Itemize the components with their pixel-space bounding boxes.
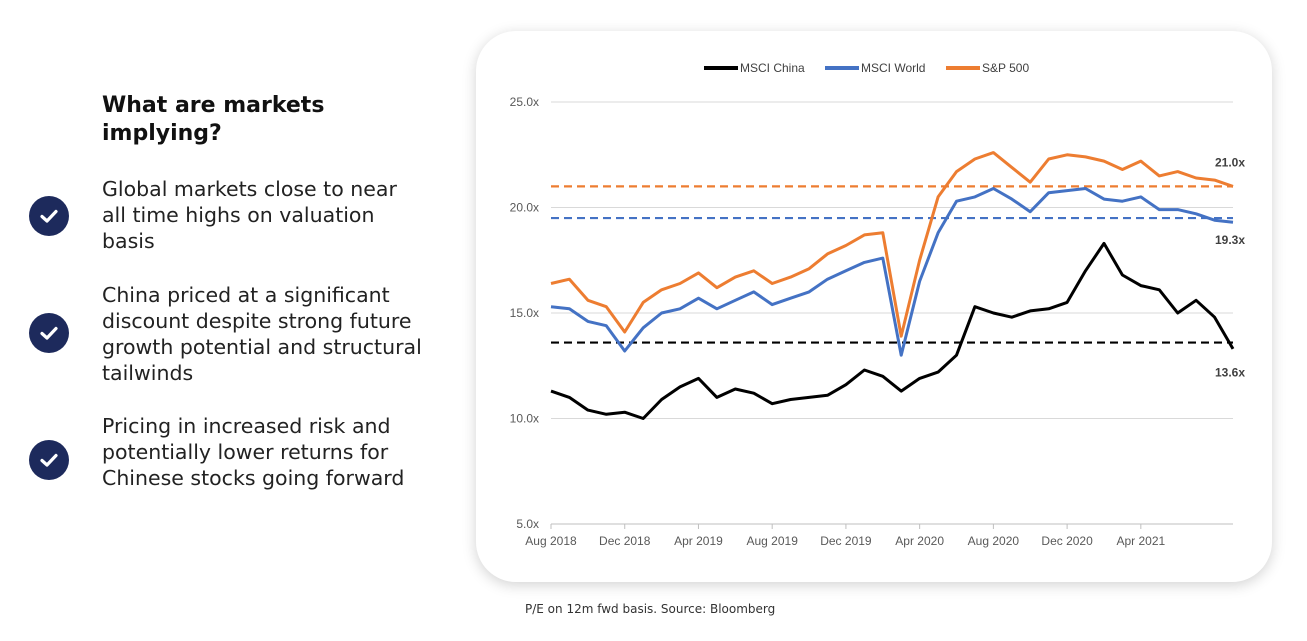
x-tick-label: Apr 2019 <box>674 534 723 548</box>
reference-lines <box>551 185 1233 344</box>
bullet-text: China priced at a significant discount d… <box>102 283 422 385</box>
legend-label: MSCI World <box>861 61 925 75</box>
legend-label: MSCI China <box>740 61 805 75</box>
series-line <box>550 151 1234 338</box>
x-tick-label: Aug 2018 <box>525 534 577 548</box>
x-tick-label: Dec 2019 <box>820 534 872 548</box>
source-note: P/E on 12m fwd basis. Source: Bloomberg <box>525 602 776 616</box>
series-lines <box>550 151 1235 420</box>
check-circle-icon <box>29 196 69 236</box>
section-heading: What are markets implying? <box>102 93 325 146</box>
left-panel: What are markets implying? Global market… <box>0 0 440 641</box>
bullet-text: Global markets close to near all time hi… <box>102 177 397 253</box>
x-tick-label: Dec 2020 <box>1041 534 1093 548</box>
x-tick-label: Apr 2020 <box>895 534 944 548</box>
series-line <box>550 241 1235 420</box>
chart-legend: MSCI China MSCI World S&P 500 <box>704 61 1029 75</box>
legend-label: S&P 500 <box>982 61 1029 75</box>
check-circle-icon <box>29 313 69 353</box>
x-tick-label: Aug 2019 <box>746 534 798 548</box>
reference-label: 21.0x <box>1215 155 1245 169</box>
pe-line-chart: 25.0x 20.0x 15.0x 10.0x 5.0x Aug 2018 Dec 201… <box>510 61 1246 548</box>
series-line <box>550 187 1234 357</box>
y-tick-label: 20.0x <box>510 201 539 215</box>
x-axis-ticks: Aug 2018 Dec 2018 Apr 2019 Aug 2019 Dec 2019… <box>525 524 1166 548</box>
chart-card: 25.0x 20.0x 15.0x 10.0x 5.0x Aug 2018 Dec 201… <box>476 31 1272 582</box>
y-tick-label: 5.0x <box>516 517 539 531</box>
y-tick-label: 15.0x <box>510 306 539 320</box>
reference-label: 19.3x <box>1215 233 1245 247</box>
y-tick-label: 10.0x <box>510 412 539 426</box>
bullet-text: Pricing in increased risk and potentiall… <box>102 414 405 490</box>
check-circle-icon <box>29 440 69 480</box>
reference-labels: 21.0x 19.3x 13.6x <box>1215 155 1245 379</box>
x-tick-label: Dec 2018 <box>599 534 651 548</box>
reference-label: 13.6x <box>1215 366 1245 380</box>
x-tick-label: Aug 2020 <box>968 534 1020 548</box>
y-tick-label: 25.0x <box>510 95 539 109</box>
y-axis-ticks: 25.0x 20.0x 15.0x 10.0x 5.0x <box>510 95 539 531</box>
x-tick-label: Apr 2021 <box>1116 534 1165 548</box>
